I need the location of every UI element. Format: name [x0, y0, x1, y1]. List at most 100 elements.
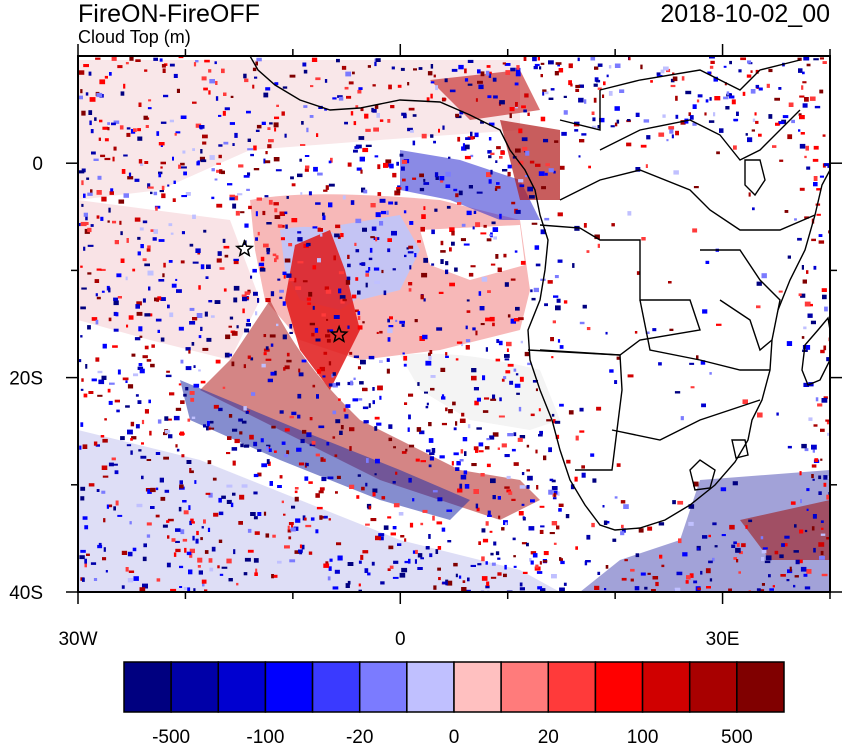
field-speckle	[444, 78, 448, 83]
field-speckle	[98, 137, 101, 141]
coastlines-and-borders	[249, 56, 830, 531]
field-speckle	[438, 577, 441, 581]
field-speckle	[197, 557, 203, 563]
field-speckle	[257, 298, 260, 303]
field-speckle	[392, 481, 396, 484]
field-speckle	[614, 496, 618, 499]
field-speckle	[282, 86, 288, 89]
field-speckle	[521, 503, 525, 506]
field-speckle	[90, 224, 94, 227]
field-speckle	[80, 306, 86, 310]
field-speckle	[666, 139, 669, 142]
field-speckle	[515, 373, 519, 376]
field-speckle	[437, 546, 442, 550]
field-speckle	[579, 430, 585, 433]
field-speckle	[556, 525, 560, 530]
field-speckle	[161, 185, 165, 190]
field-speckle	[802, 71, 805, 75]
colorbar-label: -100	[246, 727, 284, 747]
field-speckle	[535, 163, 541, 167]
field-speckle	[176, 88, 180, 93]
field-speckle	[812, 514, 817, 519]
field-speckle	[485, 561, 488, 565]
field-speckle	[161, 193, 166, 199]
field-speckle	[812, 478, 815, 481]
field-region	[285, 230, 360, 390]
field-speckle	[481, 576, 488, 581]
field-speckle	[167, 184, 170, 187]
field-speckle	[603, 520, 608, 525]
field-speckle	[166, 370, 170, 373]
field-speckle	[513, 318, 520, 322]
field-speckle	[372, 488, 378, 493]
field-speckle	[461, 146, 467, 151]
field-speckle	[370, 518, 377, 522]
field-speckle	[676, 571, 683, 576]
field-speckle	[810, 303, 813, 307]
field-speckle	[514, 82, 519, 86]
field-speckle	[268, 199, 273, 205]
field-speckle	[388, 325, 394, 328]
lake	[744, 159, 766, 197]
field-speckle	[401, 166, 405, 171]
field-speckle	[375, 458, 380, 464]
field-speckle	[300, 438, 305, 444]
field-speckle	[85, 216, 88, 221]
field-speckle	[221, 566, 228, 569]
field-speckle	[459, 110, 464, 115]
field-speckle	[328, 566, 332, 571]
field-speckle	[233, 549, 236, 555]
field-speckle	[200, 537, 203, 541]
field-speckle	[708, 120, 715, 123]
field-speckle	[191, 342, 195, 346]
field-speckle	[250, 357, 254, 361]
field-speckle	[735, 547, 741, 553]
colorbar-box	[547, 661, 597, 713]
field-speckle	[138, 326, 143, 332]
field-speckle	[813, 176, 818, 181]
field-speckle	[583, 223, 587, 228]
field-speckle	[534, 245, 540, 250]
colorbar-box	[358, 661, 408, 713]
field-speckle	[608, 91, 613, 96]
field-speckle	[386, 368, 390, 374]
field-speckle	[804, 448, 809, 452]
field-speckle	[344, 86, 349, 90]
field-speckle	[263, 92, 269, 98]
field-speckle	[584, 561, 588, 566]
field-speckle	[276, 104, 279, 107]
field-speckle	[458, 190, 463, 196]
field-speckle	[366, 458, 369, 463]
field-speckle	[333, 315, 340, 319]
field-speckle	[814, 458, 819, 462]
field-speckle	[490, 152, 495, 155]
field-speckle	[356, 167, 362, 171]
field-speckle	[323, 189, 328, 192]
colorbar-box	[406, 661, 455, 713]
field-speckle	[579, 321, 585, 325]
field-speckle	[324, 79, 328, 83]
field-speckle	[548, 489, 553, 495]
field-speckle	[114, 240, 119, 245]
field-speckle	[807, 313, 813, 318]
field-speckle	[120, 436, 125, 441]
colorbar-box	[264, 661, 314, 713]
field-speckle	[350, 111, 354, 116]
field-speckle	[216, 203, 223, 208]
field-speckle	[516, 67, 521, 73]
field-speckle	[505, 370, 511, 374]
field-speckle	[614, 122, 618, 127]
field-speckle	[211, 196, 215, 200]
field-speckle	[332, 372, 336, 376]
field-speckle	[90, 129, 94, 134]
y-tick-label: 40S	[9, 583, 43, 604]
field-speckle	[209, 427, 215, 430]
field-speckle	[185, 192, 191, 196]
field-speckle	[594, 66, 599, 70]
field-speckle	[81, 180, 84, 186]
field-speckle	[310, 85, 314, 88]
field-speckle	[253, 168, 260, 171]
field-speckle	[80, 265, 83, 268]
field-speckle	[825, 419, 830, 422]
field-speckle	[464, 144, 470, 150]
